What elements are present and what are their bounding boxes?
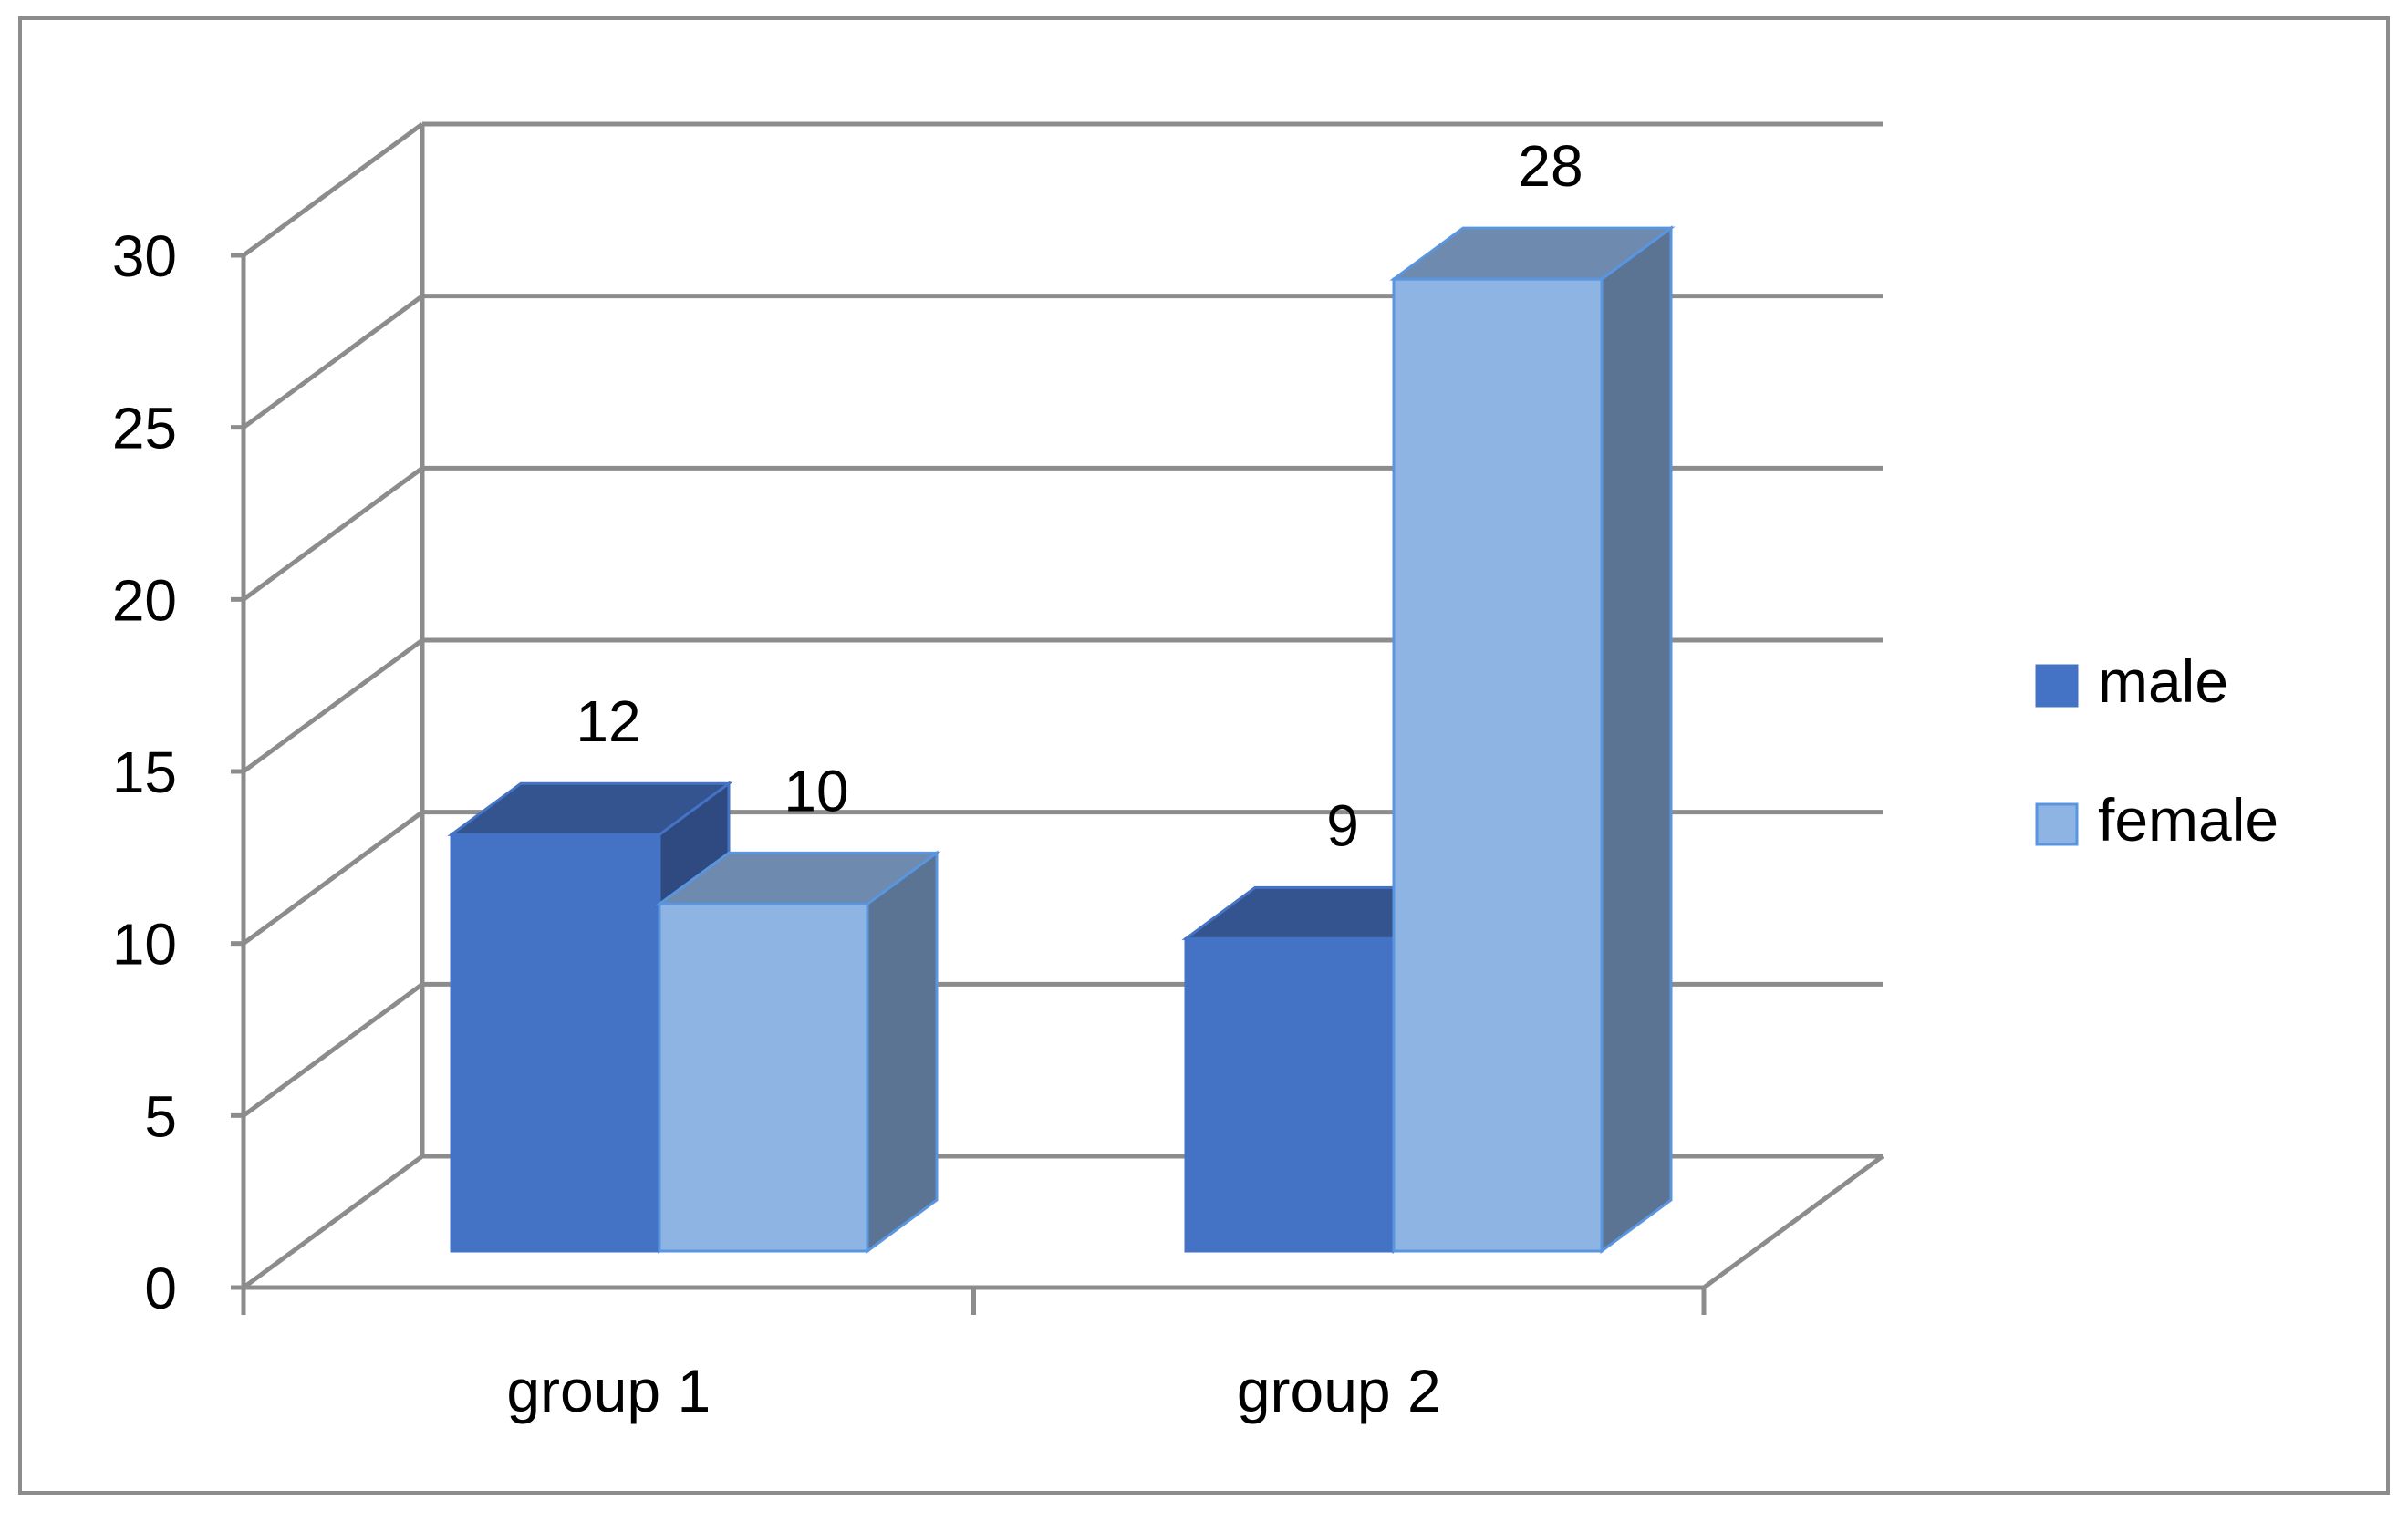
legend-label: male bbox=[2098, 647, 2228, 715]
gridline-side bbox=[242, 294, 424, 429]
bar-side bbox=[1600, 225, 1673, 1254]
legend-label: female bbox=[2098, 786, 2278, 854]
x-tick-label: group 1 bbox=[506, 1357, 711, 1424]
y-tick-label: 5 bbox=[144, 1083, 177, 1149]
gridline-side bbox=[242, 121, 424, 258]
y-tick-label: 0 bbox=[144, 1256, 177, 1321]
y-tick-label: 30 bbox=[112, 223, 177, 289]
y-tick-label: 10 bbox=[112, 912, 177, 978]
bar-male bbox=[1184, 936, 1396, 1253]
data-labels: 12 10 9 28 bbox=[576, 133, 1583, 858]
legend-swatch-female bbox=[2035, 802, 2079, 846]
x-axis: group 1 group 2 bbox=[241, 1288, 1707, 1424]
gridline-side bbox=[242, 982, 424, 1118]
y-axis-tick-labels: 0 5 10 15 20 25 30 bbox=[112, 223, 177, 1321]
bar-female bbox=[1392, 277, 1604, 1253]
legend-swatch-male bbox=[2035, 664, 2079, 708]
gridline-side bbox=[242, 466, 424, 602]
gridline-side bbox=[242, 1154, 424, 1290]
data-label: 9 bbox=[1326, 792, 1359, 858]
data-label: 28 bbox=[1518, 133, 1583, 199]
bar-side bbox=[866, 850, 939, 1254]
y-tick-label: 25 bbox=[112, 396, 177, 461]
gridline-side bbox=[242, 810, 424, 946]
bar-female bbox=[658, 902, 869, 1253]
y-tick-label: 20 bbox=[112, 567, 177, 633]
floor-right-edge bbox=[1702, 1154, 1884, 1290]
chart-frame bbox=[18, 16, 2390, 1495]
bar-male bbox=[450, 833, 661, 1253]
y-tick-label: 15 bbox=[112, 740, 177, 805]
data-label: 10 bbox=[784, 758, 848, 823]
x-tick-label: group 2 bbox=[1237, 1357, 1441, 1424]
gridline-side bbox=[242, 637, 424, 774]
legend: male female bbox=[2035, 647, 2278, 854]
bar-marks bbox=[447, 225, 1676, 1254]
data-label: 12 bbox=[576, 688, 640, 754]
